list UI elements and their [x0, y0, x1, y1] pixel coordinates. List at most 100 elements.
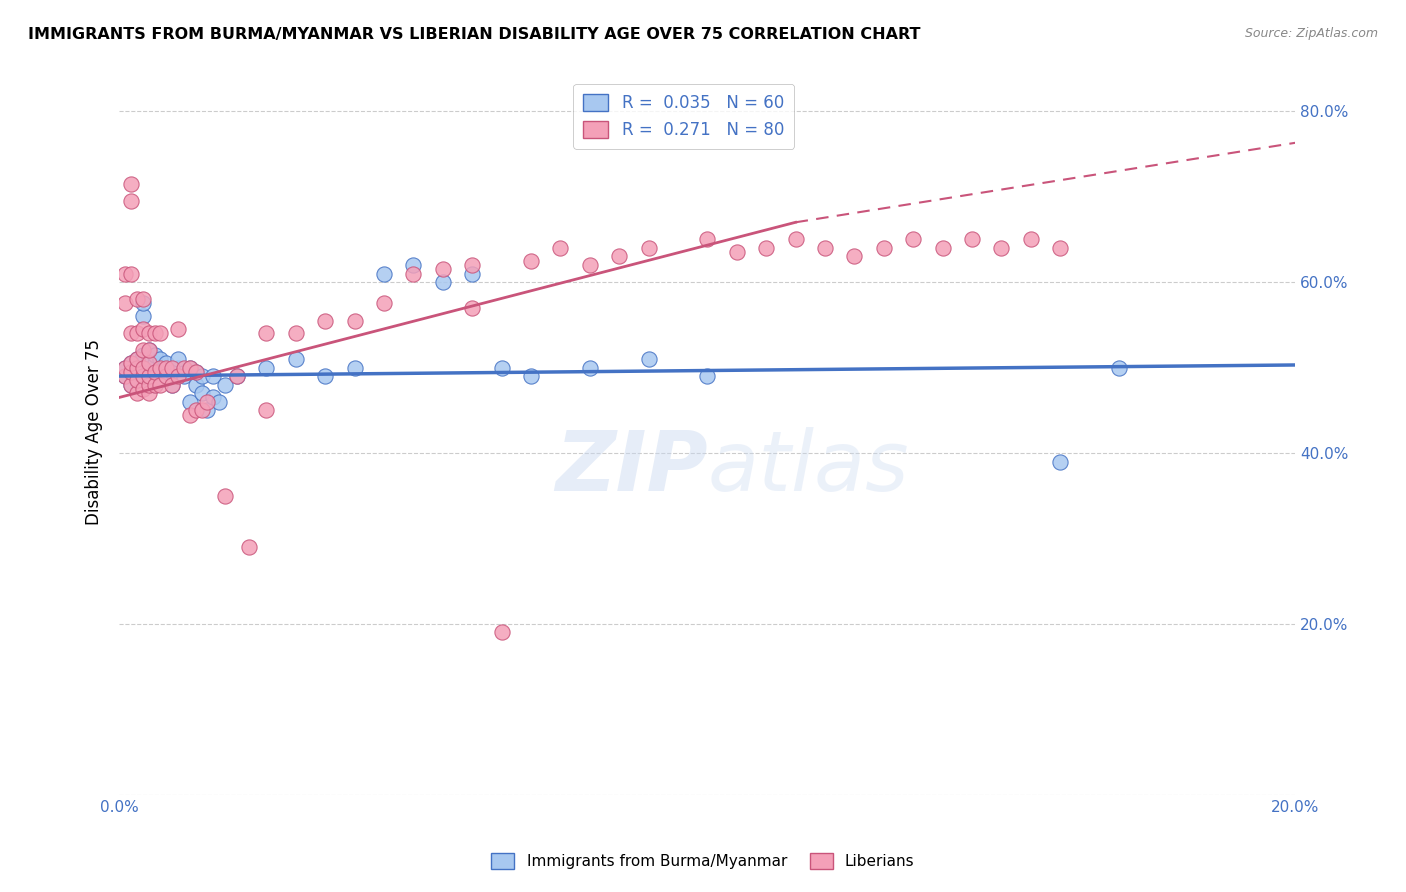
Point — [225, 369, 247, 384]
Point — [132, 343, 155, 358]
Point — [138, 360, 160, 375]
Point — [1019, 232, 1042, 246]
Point — [160, 365, 183, 379]
Point — [160, 377, 183, 392]
Point — [314, 313, 336, 327]
Point — [167, 351, 190, 366]
Point — [138, 351, 160, 366]
Point — [132, 360, 155, 375]
Point — [1049, 241, 1071, 255]
Point — [179, 394, 201, 409]
Point — [125, 373, 148, 387]
Point — [184, 365, 207, 379]
Text: Source: ZipAtlas.com: Source: ZipAtlas.com — [1244, 27, 1378, 40]
Point — [755, 241, 778, 255]
Point — [637, 241, 659, 255]
Point — [225, 369, 247, 384]
Point — [143, 326, 166, 341]
Point — [990, 241, 1012, 255]
Point — [167, 360, 190, 375]
Point — [461, 267, 484, 281]
Point — [120, 377, 142, 392]
Point — [461, 301, 484, 315]
Point — [132, 371, 155, 385]
Legend: R =  0.035   N = 60, R =  0.271   N = 80: R = 0.035 N = 60, R = 0.271 N = 80 — [574, 84, 794, 149]
Point — [149, 373, 172, 387]
Point — [138, 343, 160, 358]
Point — [132, 382, 155, 396]
Point — [155, 369, 177, 384]
Point — [578, 360, 600, 375]
Point — [696, 232, 718, 246]
Point — [114, 267, 136, 281]
Point — [138, 369, 160, 384]
Point — [143, 365, 166, 379]
Point — [284, 351, 307, 366]
Point — [284, 326, 307, 341]
Point — [120, 356, 142, 370]
Point — [373, 267, 395, 281]
Point — [208, 394, 231, 409]
Point — [132, 322, 155, 336]
Point — [214, 377, 236, 392]
Point — [931, 241, 953, 255]
Point — [520, 369, 543, 384]
Point — [190, 369, 212, 384]
Point — [138, 356, 160, 370]
Point — [132, 348, 155, 362]
Point — [143, 348, 166, 362]
Point — [785, 232, 807, 246]
Point — [143, 365, 166, 379]
Point — [160, 377, 183, 392]
Point — [179, 360, 201, 375]
Point — [1049, 454, 1071, 468]
Point — [202, 369, 225, 384]
Point — [125, 326, 148, 341]
Point — [149, 360, 172, 375]
Point — [343, 360, 366, 375]
Point — [314, 369, 336, 384]
Text: atlas: atlas — [707, 427, 910, 508]
Point — [238, 540, 260, 554]
Point — [343, 313, 366, 327]
Point — [114, 369, 136, 384]
Point — [814, 241, 837, 255]
Point — [402, 267, 425, 281]
Point — [578, 258, 600, 272]
Point — [138, 343, 160, 358]
Point — [190, 403, 212, 417]
Point — [114, 296, 136, 310]
Point — [149, 377, 172, 392]
Point — [432, 262, 454, 277]
Point — [149, 326, 172, 341]
Point — [254, 326, 277, 341]
Point — [132, 356, 155, 370]
Point — [132, 296, 155, 310]
Point — [844, 250, 866, 264]
Point — [432, 275, 454, 289]
Point — [167, 369, 190, 384]
Point — [125, 386, 148, 401]
Point — [160, 360, 183, 375]
Point — [143, 377, 166, 392]
Point — [202, 391, 225, 405]
Point — [491, 625, 513, 640]
Point — [637, 351, 659, 366]
Point — [1108, 360, 1130, 375]
Point — [184, 377, 207, 392]
Point — [725, 245, 748, 260]
Point — [132, 310, 155, 324]
Point — [155, 356, 177, 370]
Point — [155, 360, 177, 375]
Point — [184, 403, 207, 417]
Point — [120, 377, 142, 392]
Point — [120, 365, 142, 379]
Point — [120, 267, 142, 281]
Point — [254, 403, 277, 417]
Point — [132, 362, 155, 376]
Point — [197, 394, 219, 409]
Point — [179, 408, 201, 422]
Point — [179, 360, 201, 375]
Point — [214, 489, 236, 503]
Point — [132, 369, 155, 384]
